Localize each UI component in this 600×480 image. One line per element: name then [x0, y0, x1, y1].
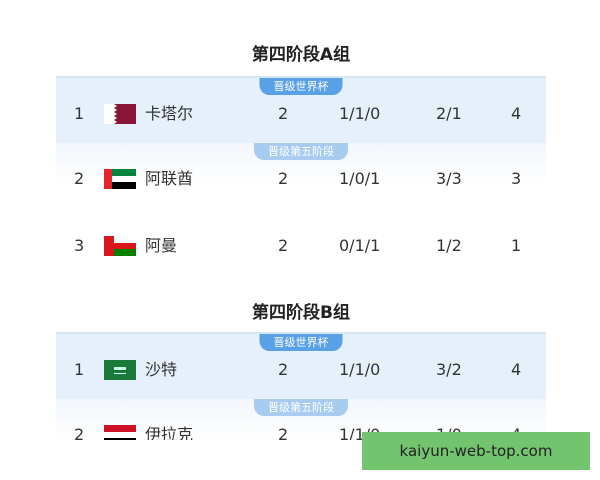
played: 2 [278, 425, 289, 440]
rank: 2 [74, 425, 85, 440]
table-row[interactable]: 晋级第五阶段 2 阿联酋 2 1/0/1 3/3 3 [56, 143, 546, 210]
points: 4 [511, 104, 522, 123]
qualify-badge: 晋级第五阶段 [254, 399, 348, 416]
saudi-flag-icon [104, 360, 136, 380]
table-row[interactable]: 晋级第五阶段 2 伊拉克 2 1/1/0 1/0 4 [56, 399, 546, 440]
played: 2 [278, 360, 289, 379]
table-row[interactable]: 晋级世界杯 1 沙特 2 1/1/0 3/2 4 [56, 332, 546, 399]
iraq-flag-icon [104, 425, 136, 440]
played: 2 [278, 236, 289, 255]
rank: 2 [74, 169, 85, 188]
team-name: 阿联酋 [145, 169, 194, 188]
team-name: 伊拉克 [145, 425, 194, 440]
qualify-badge: 晋级世界杯 [259, 334, 343, 351]
team-name: 阿曼 [145, 236, 178, 255]
group-a-table: 晋级世界杯 1 卡塔尔 2 1/1/0 2/1 4 晋级第五阶段 2 阿联酋 2… [56, 76, 546, 279]
points: 1 [511, 236, 522, 255]
win-draw-loss: 1/1/0 [339, 360, 381, 379]
rank: 3 [74, 236, 85, 255]
qatar-flag-icon [104, 104, 136, 124]
rank: 1 [74, 360, 85, 379]
played: 2 [278, 169, 289, 188]
played: 2 [278, 104, 289, 123]
win-draw-loss: 0/1/1 [339, 236, 381, 255]
uae-flag-icon [104, 169, 136, 189]
rank: 1 [74, 104, 85, 123]
group-a-title: 第四阶段A组 [251, 45, 351, 65]
goals: 3/2 [436, 360, 462, 379]
win-draw-loss: 1/0/1 [339, 169, 381, 188]
table-row[interactable]: 晋级世界杯 1 卡塔尔 2 1/1/0 2/1 4 [56, 76, 546, 143]
goals: 3/3 [436, 169, 462, 188]
points: 3 [511, 169, 522, 188]
table-row[interactable]: 3 阿曼 2 0/1/1 1/2 1 [56, 210, 546, 277]
group-b-table: 晋级世界杯 1 沙特 2 1/1/0 3/2 4 晋级第五阶段 2 伊拉克 2 … [56, 332, 546, 440]
team-name: 卡塔尔 [145, 104, 194, 123]
qualify-badge: 晋级世界杯 [259, 78, 343, 95]
win-draw-loss: 1/1/0 [339, 104, 381, 123]
goals: 2/1 [436, 104, 462, 123]
points: 4 [511, 360, 522, 379]
team-name: 沙特 [145, 360, 178, 379]
oman-flag-icon [104, 236, 136, 256]
group-b-title: 第四阶段B组 [252, 303, 350, 323]
qualify-badge: 晋级第五阶段 [254, 143, 348, 160]
goals: 1/2 [436, 236, 462, 255]
watermark: kaiyun-web-top.com [362, 432, 590, 470]
